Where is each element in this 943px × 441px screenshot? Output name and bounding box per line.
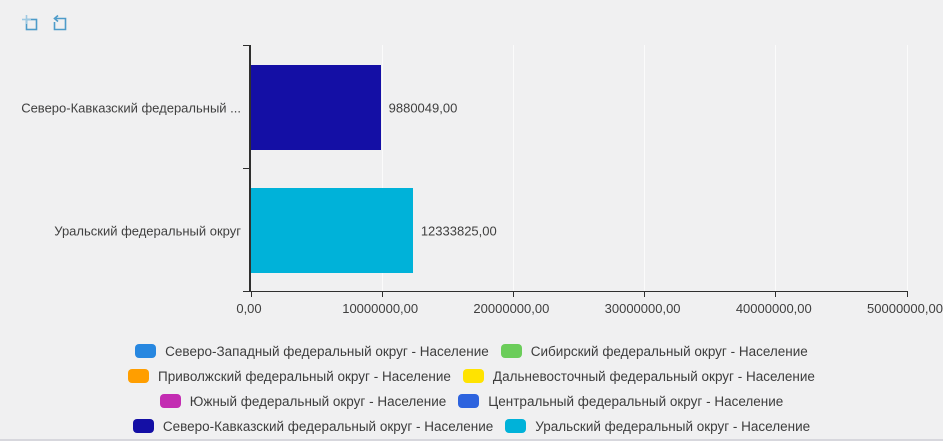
legend-label: Южный федеральный округ - Население: [189, 393, 447, 409]
zoom-selection-icon[interactable]: [20, 13, 40, 33]
legend-row: Северо-Западный федеральный округ - Насе…: [135, 340, 808, 362]
legend-row: Северо-Кавказский федеральный округ - На…: [132, 415, 810, 437]
legend-swatch: [505, 419, 527, 433]
legend-label: Северо-Западный федеральный округ - Насе…: [165, 343, 489, 359]
legend-label: Центральный федеральный округ - Населени…: [488, 393, 784, 409]
x-axis-tick: [775, 291, 777, 297]
legend-row: Приволжский федеральный округ - Населени…: [128, 365, 815, 387]
legend-label: Уральский федеральный округ - Население: [535, 418, 811, 434]
legend-swatch: [128, 369, 150, 383]
legend-swatch: [462, 369, 484, 383]
x-tick-label: 0,00: [236, 301, 262, 316]
legend-label: Северо-Кавказский федеральный округ - На…: [162, 418, 494, 434]
x-axis-tick: [906, 291, 908, 297]
undo-zoom-icon[interactable]: [49, 13, 69, 33]
x-axis-tick: [381, 291, 383, 297]
legend-item[interactable]: Приволжский федеральный округ - Населени…: [128, 365, 451, 387]
chart-toolbar: [20, 13, 69, 33]
legend-swatch: [159, 394, 181, 408]
bar-value-label: 9880049,00: [388, 100, 458, 115]
x-tick-label: 10000000,00: [342, 301, 419, 316]
legend-item[interactable]: Центральный федеральный округ - Населени…: [458, 390, 783, 412]
legend-row: Южный федеральный округ - Население Центр…: [159, 390, 783, 412]
y-axis-tick: [243, 44, 249, 46]
legend-item[interactable]: Дальневосточный федеральный округ - Насе…: [462, 365, 815, 387]
legend-item[interactable]: Северо-Западный федеральный округ - Насе…: [135, 340, 489, 362]
chart-legend: Северо-Западный федеральный округ - Насе…: [0, 340, 943, 437]
legend-label: Дальневосточный федеральный округ - Насе…: [492, 368, 815, 384]
legend-item[interactable]: Северо-Кавказский федеральный округ - На…: [132, 415, 494, 437]
legend-swatch: [135, 344, 157, 358]
gridline: [512, 45, 514, 291]
bar-0[interactable]: [251, 65, 381, 150]
y-axis-tick: [243, 290, 249, 292]
bar-value-label: 12333825,00: [420, 223, 497, 238]
legend-swatch: [458, 394, 480, 408]
x-tick-label: 50000000,00: [867, 301, 943, 316]
legend-item[interactable]: Южный федеральный округ - Население: [159, 390, 447, 412]
bar-1[interactable]: [251, 188, 413, 273]
legend-item[interactable]: Уральский федеральный округ - Население: [505, 415, 810, 437]
gridline: [644, 45, 646, 291]
x-axis-tick: [644, 291, 646, 297]
legend-label: Приволжский федеральный округ - Населени…: [158, 368, 451, 384]
x-tick-label: 40000000,00: [735, 301, 812, 316]
category-label: Уральский федеральный округ: [54, 223, 241, 238]
gridline: [381, 45, 383, 291]
x-tick-label: 20000000,00: [473, 301, 550, 316]
x-axis-tick: [512, 291, 514, 297]
legend-swatch: [500, 344, 522, 358]
legend-swatch: [132, 419, 154, 433]
category-label: Северо-Кавказский федеральный ...: [21, 100, 241, 115]
x-tick-label: 30000000,00: [604, 301, 681, 316]
y-axis-tick: [243, 167, 249, 169]
legend-item[interactable]: Сибирский федеральный округ - Население: [500, 340, 808, 362]
x-axis-tick: [250, 291, 252, 297]
legend-label: Сибирский федеральный округ - Население: [530, 343, 808, 359]
plot-area[interactable]: 9880049,00 12333825,00: [243, 44, 908, 297]
gridline: [906, 45, 908, 291]
gridline: [775, 45, 777, 291]
